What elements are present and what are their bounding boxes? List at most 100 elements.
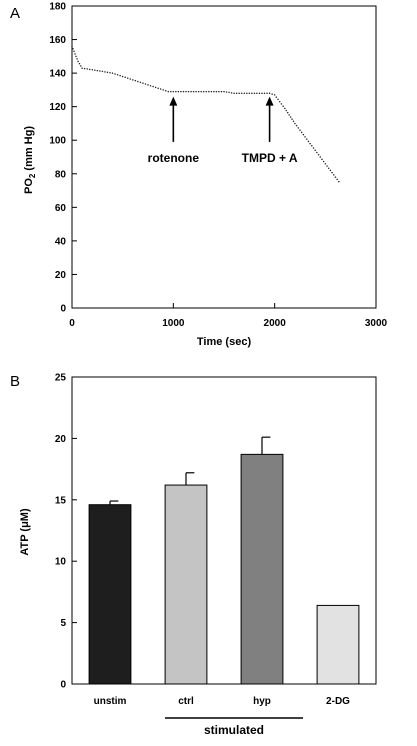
- data-point: [273, 94, 276, 96]
- data-point: [73, 50, 75, 53]
- data-point: [220, 90, 223, 93]
- data-point: [175, 90, 177, 93]
- panel-b-label: B: [10, 373, 20, 390]
- x-tick-label: 0: [69, 318, 75, 329]
- data-point: [167, 90, 170, 93]
- data-point: [324, 162, 327, 165]
- panel-a-x-axis-label: Time (sec): [197, 336, 252, 348]
- data-point: [306, 138, 308, 140]
- data-point: [218, 90, 220, 93]
- data-point: [321, 158, 323, 160]
- y-tick-label: 20: [55, 270, 67, 281]
- data-point: [180, 90, 182, 93]
- data-point: [311, 145, 313, 147]
- y-tick-label: 120: [49, 102, 66, 113]
- data-point: [233, 92, 235, 94]
- panel-a-label: A: [10, 5, 20, 22]
- bar-2-DG: [316, 604, 360, 685]
- data-point: [119, 74, 121, 77]
- data-point: [317, 154, 320, 156]
- y-tick-label: 0: [60, 304, 66, 315]
- stimulated-group-label: stimulated: [204, 723, 264, 737]
- data-point: [213, 90, 215, 93]
- data-point: [210, 90, 213, 93]
- data-point: [205, 90, 208, 93]
- data-point: [72, 48, 74, 50]
- data-point: [312, 147, 315, 149]
- data-point: [338, 180, 340, 183]
- data-point: [149, 84, 152, 87]
- data-point: [124, 76, 126, 79]
- data-point: [185, 90, 187, 93]
- data-point: [99, 70, 101, 72]
- data-point: [280, 103, 283, 105]
- data-point: [71, 45, 73, 48]
- data-point: [195, 90, 197, 93]
- data-point: [331, 171, 333, 174]
- data-point: [190, 90, 192, 93]
- panel-a: A 0 20 40 60 80 100 120 140 160 180 0 1000 2000 3000…: [10, 2, 388, 349]
- data-point: [88, 68, 91, 71]
- data-point: [109, 71, 111, 74]
- data-point: [284, 107, 286, 110]
- y-tick-label: 0: [60, 680, 66, 691]
- data-point: [132, 79, 134, 81]
- bar-ctrl: [164, 484, 208, 685]
- data-point: [172, 90, 175, 93]
- data-point: [164, 89, 167, 92]
- data-point: [309, 142, 311, 145]
- data-point: [288, 114, 290, 116]
- y-tick-label: 180: [49, 2, 66, 13]
- data-point: [294, 122, 296, 125]
- data-point: [200, 90, 202, 93]
- data-point: [327, 167, 330, 169]
- annotation-label: TMPD + A: [242, 151, 298, 165]
- data-point: [289, 116, 292, 118]
- data-point: [292, 120, 295, 123]
- data-point: [333, 174, 335, 176]
- data-point: [101, 70, 104, 73]
- data-point: [266, 92, 268, 94]
- panel-b-y-axis-label: ATP (μM): [19, 508, 31, 556]
- data-point: [111, 72, 114, 74]
- data-point: [299, 129, 301, 131]
- data-point: [302, 133, 305, 136]
- data-point: [251, 92, 253, 94]
- data-point: [134, 79, 137, 82]
- panel-a-plot-frame: [71, 5, 377, 309]
- data-point: [152, 85, 154, 88]
- data-point: [126, 77, 129, 79]
- data-point: [144, 83, 147, 85]
- category-label: unstim: [94, 696, 127, 707]
- data-point: [208, 90, 210, 93]
- data-point: [322, 160, 325, 163]
- data-point: [307, 140, 310, 143]
- data-point: [76, 58, 78, 60]
- y-tick-label: 60: [55, 203, 67, 214]
- y-tick-label: 10: [55, 557, 67, 568]
- data-point: [261, 92, 263, 94]
- panel-a-annotations: rotenone TMPD + A: [148, 96, 298, 165]
- data-point: [336, 178, 338, 181]
- data-point: [77, 60, 79, 63]
- data-point: [246, 92, 248, 94]
- x-tick-label: 2000: [264, 318, 287, 329]
- data-point: [182, 90, 185, 93]
- data-point: [106, 71, 109, 74]
- data-point: [75, 55, 77, 58]
- annotation-arrow-head: [265, 96, 274, 106]
- data-point: [116, 74, 119, 76]
- data-point: [215, 90, 218, 93]
- y-tick-label: 5: [60, 618, 66, 629]
- y-tick-label: 140: [49, 69, 66, 80]
- data-point: [81, 67, 83, 69]
- data-point: [248, 92, 251, 94]
- data-point: [129, 78, 132, 80]
- category-label: hyp: [253, 696, 271, 707]
- data-point: [268, 92, 271, 94]
- y-tick-label: 100: [49, 136, 66, 147]
- data-point: [170, 90, 172, 93]
- y-label-unit-b: M): [19, 508, 31, 521]
- data-point: [78, 62, 81, 65]
- panel-b-y-ticks: 0 5 10 15 20 25: [55, 373, 77, 691]
